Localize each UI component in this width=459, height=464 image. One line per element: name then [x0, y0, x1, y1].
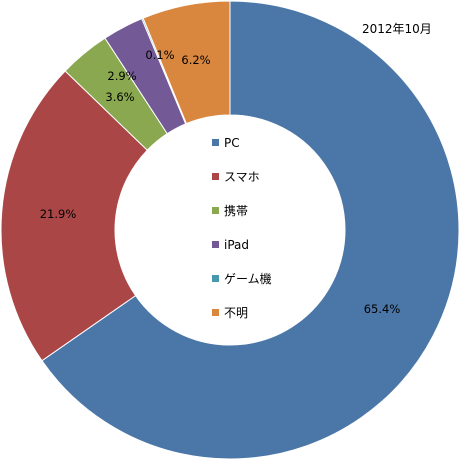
slice-0: [41, 0, 459, 460]
legend-swatch-0: [212, 139, 219, 146]
slice-label-0: 65.4%: [364, 302, 401, 316]
slice-label-4: 0.1%: [145, 48, 174, 62]
legend-label-0: PC: [224, 136, 240, 150]
slice-label-5: 6.2%: [181, 53, 210, 67]
slice-1: [0, 70, 148, 362]
slice-label-3: 2.9%: [107, 69, 136, 83]
percent-labels-group: 65.4% 21.9% 3.6% 2.9% 0.1% 6.2%: [40, 48, 401, 316]
legend-label-5: 不明: [224, 306, 248, 320]
legend-label-4: ゲーム機: [224, 271, 272, 286]
legend-label-1: スマホ: [224, 170, 260, 184]
slice-5: [142, 0, 231, 125]
legend-swatch-4: [212, 275, 219, 282]
slice-label-1: 21.9%: [40, 207, 77, 221]
legend-label-3: iPad: [224, 238, 249, 252]
legend-swatch-5: [212, 309, 219, 316]
chart-title: 2012年10月: [362, 22, 432, 36]
legend-swatch-1: [212, 173, 219, 180]
slice-label-2: 3.6%: [105, 90, 134, 104]
legend-swatch-3: [212, 241, 219, 248]
legend-swatch-2: [212, 207, 219, 214]
legend-label-2: 携帯: [224, 203, 248, 218]
